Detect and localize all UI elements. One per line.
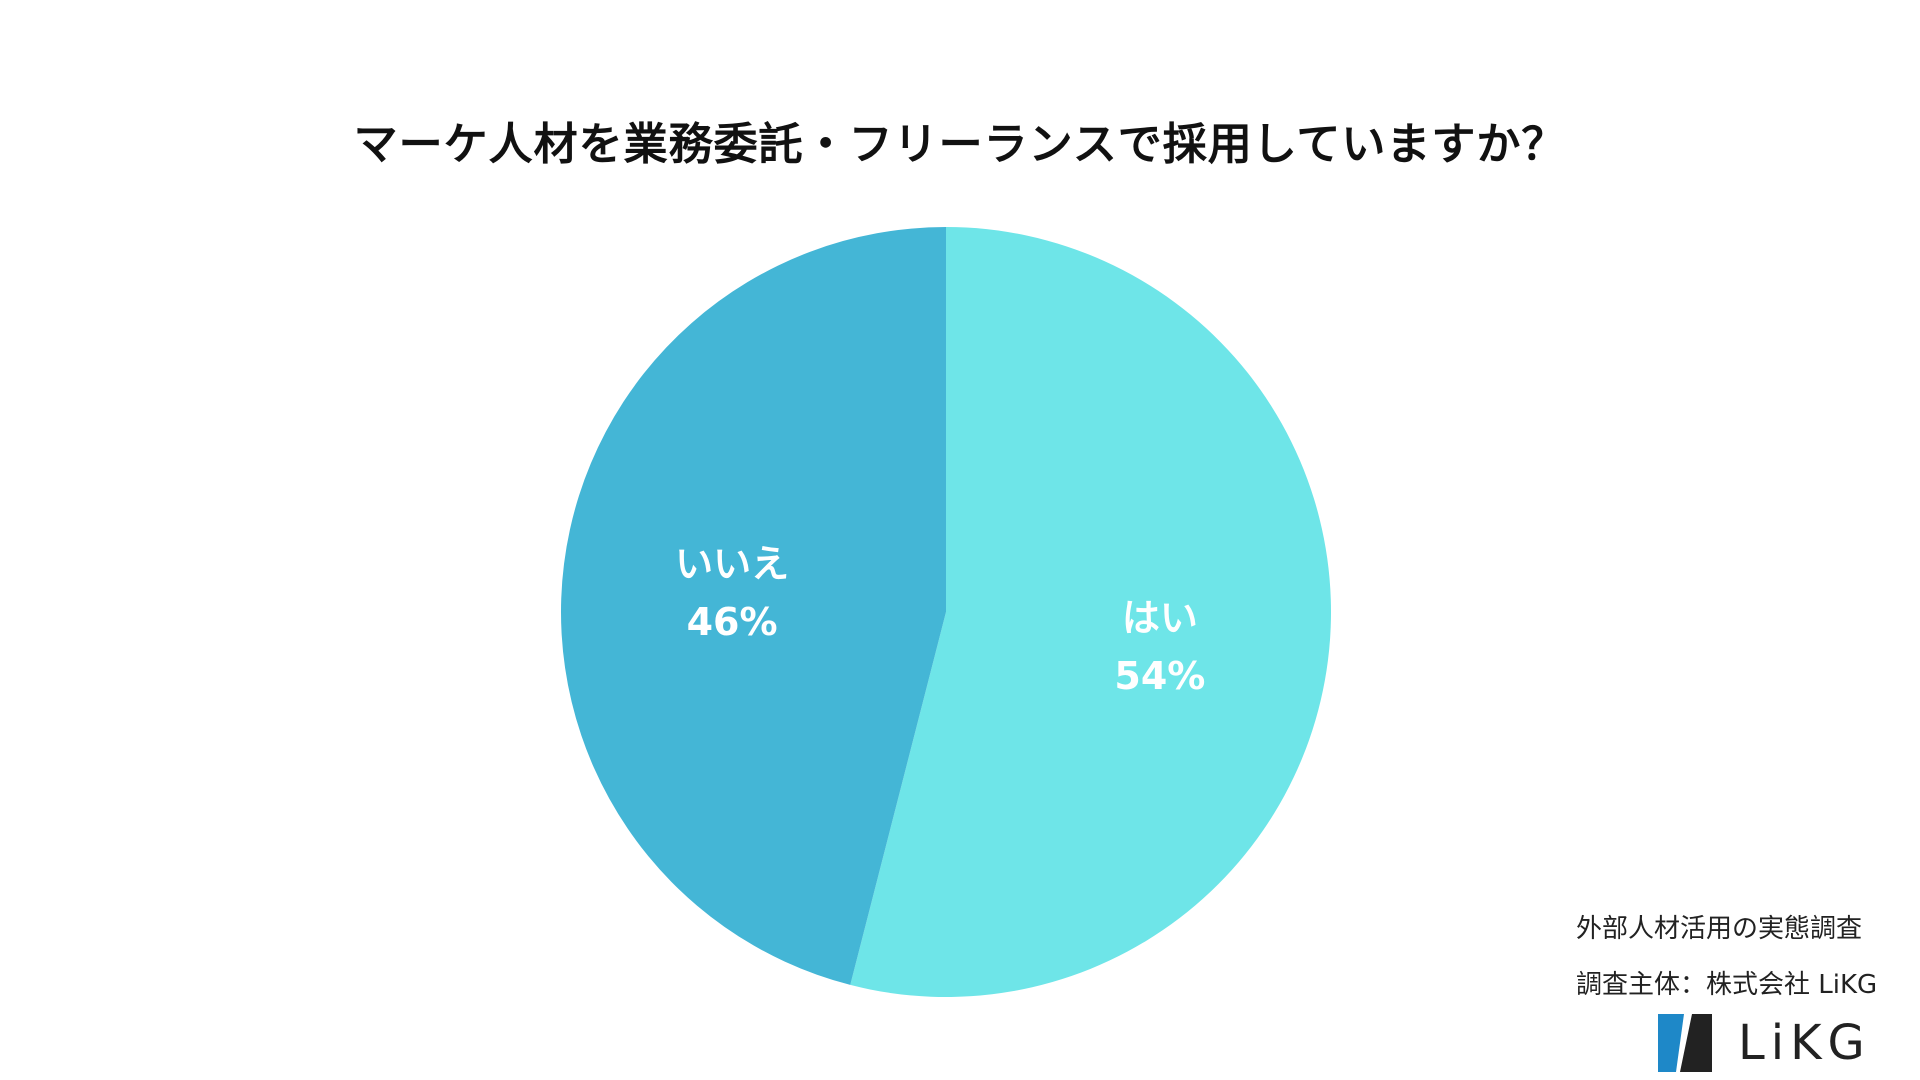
likg-logo: LiKG xyxy=(1654,1012,1871,1074)
logo-text: LiKG xyxy=(1738,1015,1871,1071)
pie-slice-no xyxy=(560,227,946,985)
survey-name: 外部人材活用の実態調査 xyxy=(1576,914,1863,944)
slice-label-yes: はい xyxy=(1122,596,1198,640)
slice-value-no: 46% xyxy=(687,600,778,644)
pie-slice-yes xyxy=(850,227,1331,997)
slice-value-yes: 54% xyxy=(1114,654,1205,698)
slice-label-no: いいえ xyxy=(675,542,789,586)
survey-organizer: 調査主体：株式会社 LiKG xyxy=(1576,970,1878,1000)
likg-logo-mark-icon xyxy=(1658,1014,1712,1072)
chart-title: マーケ人材を業務委託・フリーランスで採用していますか？ xyxy=(353,119,1567,170)
